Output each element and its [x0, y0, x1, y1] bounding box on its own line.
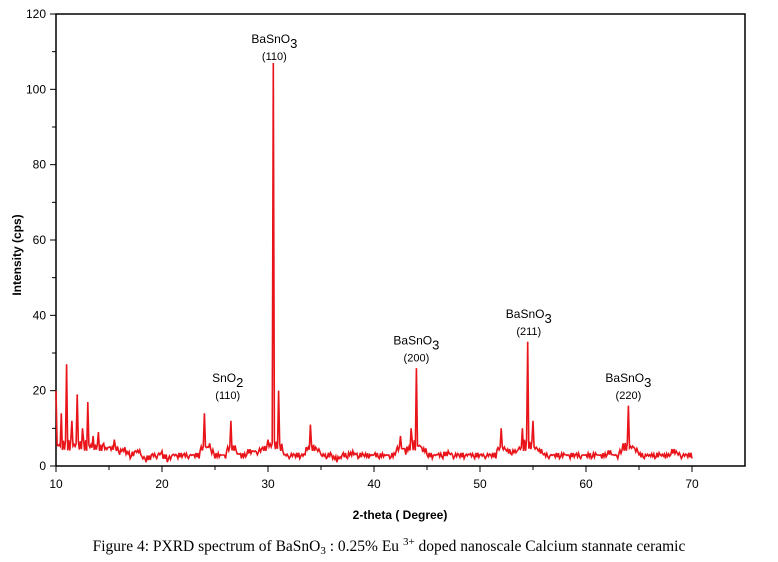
caption-sub: 3	[320, 545, 326, 557]
y-tick-label: 100	[26, 82, 46, 96]
caption-middle: : 0.25% Eu	[325, 538, 403, 555]
peak-label-compound: SnO2	[212, 371, 243, 390]
x-tick-label: 20	[155, 477, 169, 491]
caption-sup: 3+	[402, 536, 415, 548]
y-tick-label: 40	[33, 308, 47, 322]
caption-prefix: Figure 4: PXRD spectrum of BaSnO	[92, 538, 321, 555]
x-tick-label: 10	[49, 477, 63, 491]
peak-label-plane: (211)	[516, 326, 541, 338]
y-tick-label: 20	[33, 384, 47, 398]
x-tick-label: 40	[367, 477, 381, 491]
peak-label-compound: BaSnO3	[393, 334, 439, 353]
peak-label-plane: (110)	[262, 51, 287, 63]
figure-caption: Figure 4: PXRD spectrum of BaSnO3 : 0.25…	[0, 536, 778, 557]
pxrd-chart: 10 20 30 40 50 60 70020406080100120BaSnO3(110)…	[10, 7, 746, 522]
x-tick-label: 50	[473, 477, 487, 491]
caption-suffix: doped nanoscale Calcium stannate ceramic	[414, 538, 686, 555]
plot-frame	[55, 13, 746, 467]
peak-label-compound: BaSnO3	[605, 371, 651, 390]
x-tick-label: 60	[579, 477, 593, 491]
data-series-line	[55, 62, 693, 463]
x-tick-label: 70	[685, 477, 699, 491]
y-axis-label: Intensity (cps)	[10, 214, 24, 295]
y-tick-label: 120	[26, 7, 46, 21]
y-tick-label: 80	[33, 158, 47, 172]
y-tick-label: 0	[39, 459, 46, 473]
y-tick-label: 60	[33, 233, 47, 247]
peak-label-plane: (110)	[215, 390, 240, 402]
x-axis-label: 2-theta ( Degree)	[353, 508, 448, 522]
peak-label-compound: BaSnO3	[506, 307, 552, 326]
peak-label-plane: (220)	[616, 390, 642, 402]
peak-label-compound: BaSnO3	[251, 32, 297, 51]
x-tick-label: 30	[261, 477, 275, 491]
peak-label-plane: (200)	[404, 353, 430, 365]
